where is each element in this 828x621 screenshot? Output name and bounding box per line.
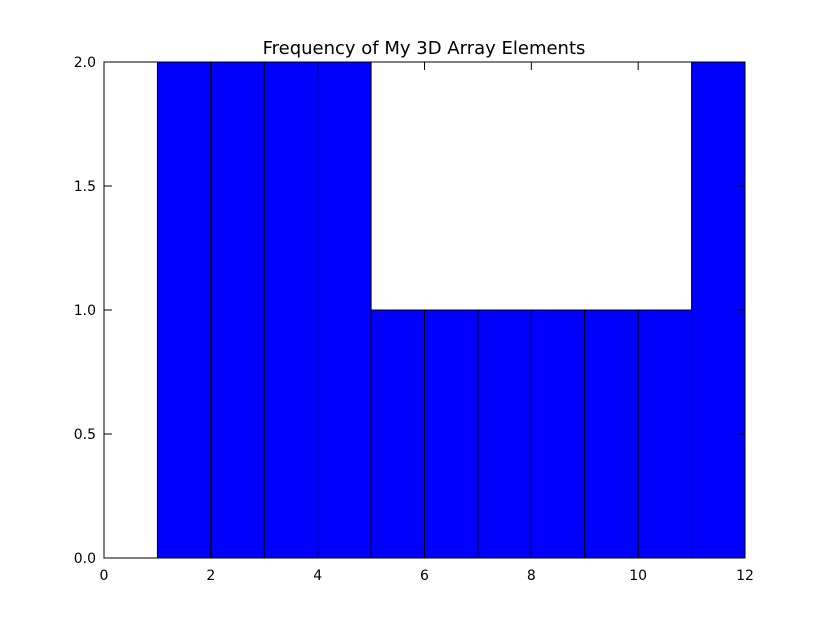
bar-9-10 — [584, 309, 639, 559]
x-tick-label-12: 12 — [736, 568, 754, 584]
bar-5-6 — [370, 309, 426, 559]
bar-3-4 — [263, 61, 319, 559]
x-tick-label-0: 0 — [100, 568, 109, 584]
y-tick-label-2.0: 2.0 — [74, 55, 96, 71]
bar-6-7 — [424, 309, 479, 559]
bar-8-9 — [530, 309, 586, 559]
bars-group — [156, 61, 746, 559]
y-tick-label-1.5: 1.5 — [74, 179, 96, 195]
plot-frame — [103, 61, 746, 559]
y-tick-label-0.5: 0.5 — [74, 427, 96, 443]
chart-title: Frequency of My 3D Array Elements — [263, 38, 586, 59]
y-tick-label-0.0: 0.0 — [74, 551, 96, 567]
x-tick-label-6: 6 — [420, 568, 429, 584]
y-tick-label-1.0: 1.0 — [74, 303, 96, 319]
x-tick-label-10: 10 — [629, 568, 647, 584]
bar-10-11 — [637, 309, 693, 559]
ticks-group: 0 2 4 6 8 10 12 0.0 0.5 1.0 1.5 2.0 — [74, 55, 754, 584]
bar-2-3 — [210, 61, 265, 559]
bar-11-12 — [691, 61, 746, 559]
x-tick-label-4: 4 — [313, 568, 322, 584]
bar-4-5 — [317, 61, 372, 559]
x-tick-label-8: 8 — [527, 568, 536, 584]
bar-1-2 — [156, 61, 212, 559]
bar-7-8 — [477, 309, 532, 559]
x-tick-label-2: 2 — [206, 568, 215, 584]
